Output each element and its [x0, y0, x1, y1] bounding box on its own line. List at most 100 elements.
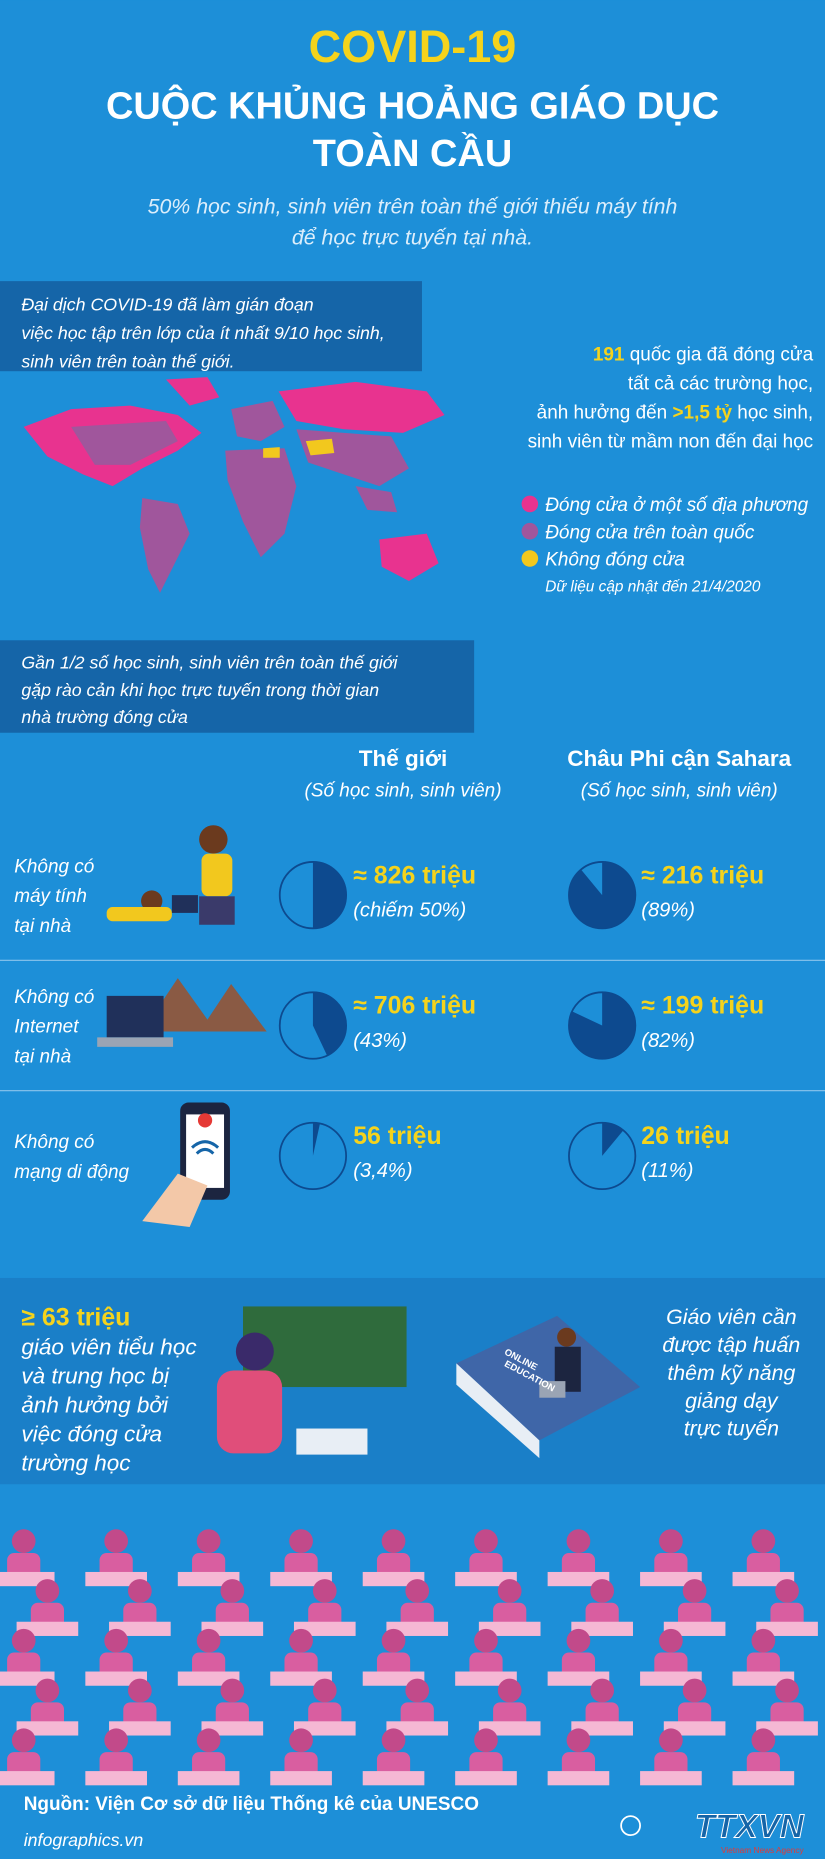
pie-slice	[312, 1122, 320, 1156]
student-head	[405, 1678, 430, 1703]
student-head	[682, 1678, 707, 1703]
legend-label: Đóng cửa trên toàn quốc	[545, 522, 755, 543]
row-label: máy tính	[14, 886, 87, 907]
student-head	[220, 1579, 245, 1603]
illustration-phone	[142, 1102, 230, 1228]
stat-share: (43%)	[353, 1030, 407, 1052]
stat-count: ≈ 216 triệu	[641, 861, 764, 889]
student-head	[474, 1628, 498, 1653]
teacher-text: trường học	[21, 1451, 130, 1476]
note: việc học tập trên lớp của ít nhất 9/10 h…	[21, 323, 384, 343]
row-label: Không có	[14, 857, 94, 878]
stat-count: 56 triệu	[353, 1122, 441, 1150]
teacher-text: việc đóng cửa	[21, 1422, 162, 1447]
stat-segment: học sinh,	[732, 403, 813, 424]
student-head	[11, 1529, 36, 1553]
logo: TTXVN	[695, 1808, 805, 1845]
teacher-text: và trung học bị	[21, 1363, 170, 1388]
student-head	[35, 1678, 60, 1703]
student-head	[566, 1529, 591, 1553]
student-head	[11, 1628, 36, 1653]
column-subtitle: (Số học sinh, sinh viên)	[305, 781, 502, 802]
illustration-internet	[97, 978, 267, 1047]
student-head	[751, 1728, 776, 1753]
student-head	[474, 1728, 498, 1753]
row-label: Không có	[14, 1132, 94, 1153]
logo-sub: Vietnam News Agency	[721, 1845, 805, 1855]
student-head	[381, 1529, 406, 1553]
copyright-icon	[620, 1815, 641, 1836]
student-head	[196, 1529, 221, 1553]
stat-segment: sinh viên từ mầm non đến đại học	[528, 432, 814, 453]
teacher-text: giáo viên tiểu học	[21, 1334, 196, 1359]
stat-share: (3,4%)	[353, 1160, 412, 1182]
illustration-computer	[106, 825, 235, 925]
note: sinh viên trên toàn thế giới.	[21, 352, 234, 372]
pie-slice	[568, 992, 636, 1059]
stat-segment: quốc gia đã đóng cửa	[624, 345, 813, 366]
student-head	[497, 1678, 522, 1703]
column-subtitle: (Số học sinh, sinh viên)	[581, 781, 778, 802]
stat-segment: >1,5 tỷ	[672, 403, 732, 424]
student-head	[289, 1628, 313, 1653]
student-head	[682, 1579, 707, 1603]
row-label: Internet	[14, 1017, 79, 1038]
student-head	[104, 1529, 129, 1553]
legend-swatch	[521, 522, 539, 540]
desk	[85, 1771, 147, 1786]
student-head	[381, 1628, 406, 1653]
row-label: mạng di động	[14, 1162, 129, 1183]
illustration-teacher	[216, 1306, 407, 1455]
legend-swatch	[521, 550, 539, 567]
teacher-text: ảnh hưởng bởi	[21, 1393, 169, 1418]
student-head	[405, 1579, 430, 1603]
desk	[0, 1771, 55, 1786]
pie-outline	[568, 1121, 637, 1190]
student-head	[196, 1728, 221, 1753]
desk	[362, 1771, 425, 1786]
column-title: Châu Phi cận Sahara	[567, 746, 791, 771]
student-head	[590, 1579, 615, 1603]
subtitle: TOÀN CẦU	[313, 131, 512, 175]
student-head	[289, 1728, 313, 1753]
stat-line: sinh viên từ mầm non đến đại học	[528, 432, 814, 453]
update-note: Dữ liệu cập nhật đến 21/4/2020	[545, 579, 761, 596]
training-text: giảng dạy	[685, 1389, 779, 1413]
student-head	[659, 1529, 683, 1553]
column-title: Thế giới	[359, 746, 448, 771]
student-head	[220, 1678, 245, 1703]
stat-share: (82%)	[641, 1030, 695, 1052]
stat-line: tất cả các trường học,	[628, 374, 813, 395]
site: infographics.vn	[24, 1830, 144, 1850]
world-map	[23, 377, 445, 593]
row-label: Không có	[14, 987, 94, 1008]
legend-swatch	[521, 495, 539, 513]
student-head	[289, 1529, 313, 1553]
intro: để học trực tuyến tại nhà.	[292, 225, 533, 249]
student-head	[35, 1579, 60, 1603]
source: Nguồn: Viện Cơ sở dữ liệu Thống kê của U…	[24, 1794, 479, 1815]
desk	[732, 1771, 795, 1786]
stat-line: 191 quốc gia đã đóng cửa	[593, 345, 814, 366]
student-head	[381, 1728, 406, 1753]
intro: 50% học sinh, sinh viên trên toàn thế gi…	[148, 195, 678, 219]
stat-segment: ảnh hưởng đến	[537, 403, 673, 424]
student-head	[566, 1728, 591, 1753]
student-head	[497, 1579, 522, 1603]
desk	[177, 1771, 240, 1786]
stat-count: ≈ 826 triệu	[353, 861, 476, 889]
student-head	[659, 1628, 683, 1653]
student-head	[751, 1628, 776, 1653]
student-head	[751, 1529, 776, 1553]
note: gặp rào cản khi học trực tuyến trong thờ…	[21, 680, 379, 700]
stat-share: (11%)	[641, 1160, 693, 1182]
stat-count: ≈ 199 triệu	[641, 992, 764, 1020]
student-head	[474, 1529, 498, 1553]
illustration-book	[456, 1315, 641, 1459]
training-text: Giáo viên cần	[666, 1305, 796, 1329]
student-head	[196, 1628, 221, 1653]
note: Gần 1/2 số học sinh, sinh viên trên toàn…	[21, 653, 398, 673]
stat-count: ≈ 706 triệu	[353, 992, 476, 1020]
student-head	[312, 1678, 337, 1703]
